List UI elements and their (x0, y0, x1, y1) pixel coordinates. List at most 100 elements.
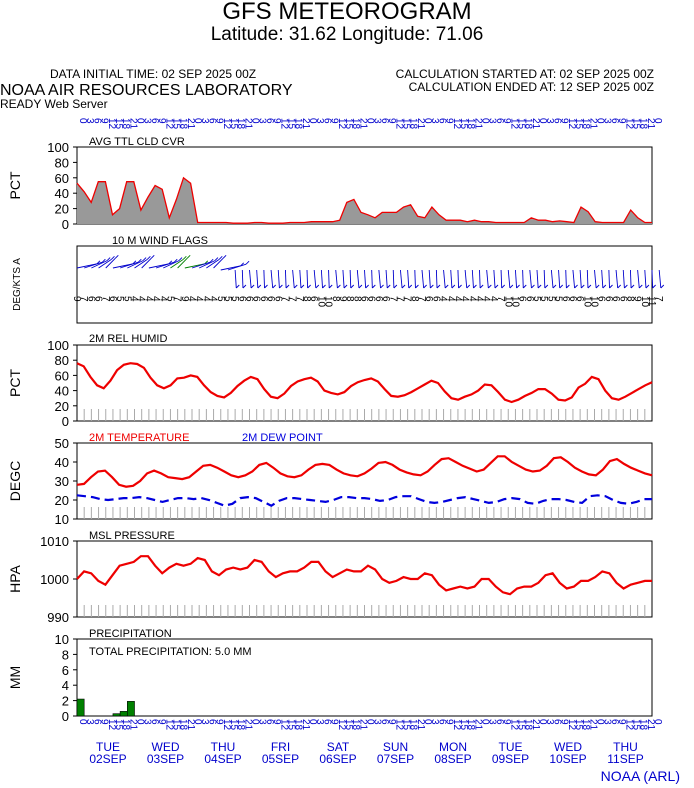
wind-barb (155, 261, 175, 269)
wind-barb (522, 269, 524, 289)
bottom-hour-label: 12 (163, 719, 174, 731)
top-hour-label: 3 (84, 118, 95, 124)
top-hour-label: 15 (228, 118, 239, 130)
top-hour-label: 12 (221, 118, 232, 130)
wind-barb-feather (186, 254, 191, 259)
top-hour-label: 9 (156, 118, 167, 124)
wind-speed-label: 5 (114, 296, 125, 302)
wind-barb (392, 269, 395, 289)
wind-barb-feather (257, 284, 262, 289)
wind-barb (608, 269, 610, 289)
rh-ytick-label: 100 (47, 338, 69, 353)
top-hour-label: 21 (300, 118, 311, 130)
wind-barb (507, 269, 511, 289)
cloud-ytick-label: 100 (47, 140, 69, 155)
top-hour-label: 6 (551, 118, 562, 124)
top-hour-label: 6 (609, 118, 620, 124)
wind-speed-label: 6 (359, 296, 370, 302)
top-hour-label: 15 (458, 118, 469, 130)
top-hour-label: 6 (494, 118, 505, 124)
wind-barb (644, 269, 647, 289)
footer-credit: NOAA (ARL) (600, 768, 680, 784)
wind-speed-label: 6 (423, 296, 434, 302)
bottom-hour-label: 6 (609, 719, 620, 725)
wind-barb-feather (574, 284, 578, 289)
bottom-hour-label: 12 (566, 719, 577, 731)
pressure-line (76, 555, 652, 596)
wind-speed-label: 9 (337, 296, 348, 302)
rh-ytick-label: 0 (62, 414, 69, 429)
wind-barb-feather (458, 284, 462, 289)
wind-speed-label: 5 (531, 296, 542, 302)
wind-speed-label: 7 (279, 296, 290, 302)
wind-barb-feather (552, 284, 557, 289)
wind-barb-feather (430, 284, 434, 289)
bottom-hour-label: 3 (314, 719, 325, 725)
wind-barb (313, 269, 317, 289)
wind-barb (378, 269, 381, 289)
wind-barb-feather (509, 284, 514, 289)
wind-barb (385, 269, 388, 289)
page-title: GFS METEOROGRAM (222, 0, 472, 25)
day-of-week-label: SAT (327, 740, 350, 754)
wind-barb-feather (638, 284, 643, 289)
bottom-hour-label: 6 (91, 719, 102, 725)
top-hour-label: 0 (480, 118, 491, 124)
top-hour-label: 18 (408, 118, 419, 130)
precip-bar (127, 701, 135, 717)
wind-barb-feather (451, 284, 456, 289)
bottom-hour-label: 21 (472, 719, 483, 731)
top-hour-label: 21 (415, 118, 426, 130)
wind-barb (292, 269, 295, 289)
top-hour-label: 18 (178, 118, 189, 130)
bottom-hour-label: 6 (551, 719, 562, 725)
wind-barb (421, 269, 425, 289)
bottom-hour-label: 6 (264, 719, 275, 725)
bottom-hour-label: 12 (221, 719, 232, 731)
top-hour-label: 15 (573, 118, 584, 130)
wind-barb (364, 269, 367, 289)
top-hour-label: 6 (436, 118, 447, 124)
day-date-label: 04SEP (204, 752, 241, 766)
wind-speed-label: 6 (373, 296, 384, 302)
bottom-hour-label: 15 (170, 719, 181, 731)
wind-barb-feather (328, 284, 333, 289)
wind-barb (141, 257, 152, 269)
bottom-hour-label: 9 (386, 719, 397, 725)
top-hour-label: 12 (278, 118, 289, 130)
wind-barb-feather (242, 284, 247, 289)
wind-barb (256, 269, 259, 289)
precip-title: PRECIPITATION (89, 628, 172, 640)
wind-barb (299, 269, 302, 289)
wind-barb-feather (285, 284, 290, 289)
precip-frame (76, 638, 653, 717)
top-hour-label: 15 (343, 118, 354, 130)
wind-barb-feather (559, 284, 564, 289)
top-hour-label: 0 (250, 118, 261, 124)
bottom-hour-label: 9 (214, 719, 225, 725)
wind-barb-feather (566, 284, 570, 289)
day-of-week-label: WED (152, 740, 180, 754)
wind-barb (536, 269, 539, 289)
wind-barb-feather (315, 284, 320, 289)
top-hour-label: 15 (515, 118, 526, 130)
bottom-hour-label: 18 (465, 719, 476, 731)
bottom-hour-label: 0 (422, 719, 433, 725)
wind-barb (206, 258, 220, 269)
top-hour-label: 0 (422, 118, 433, 124)
wind-barb (399, 269, 403, 289)
initial-time-label: DATA INITIAL TIME: 02 SEP 2025 00Z (50, 67, 257, 81)
bottom-hour-label: 18 (408, 719, 419, 731)
wind-speed-label: 6 (308, 296, 319, 302)
wind-speed-label: 7 (495, 296, 506, 302)
wind-barb (198, 260, 216, 269)
wind-barb (263, 269, 265, 289)
bottom-hour-label: 12 (336, 719, 347, 731)
wind-speed-label: 4 (129, 296, 140, 302)
wind-barb-feather (209, 258, 214, 263)
bottom-hour-label: 18 (638, 719, 649, 731)
location-subtitle: Latitude: 31.62 Longitude: 71.06 (210, 24, 484, 45)
bottom-hour-label: 0 (595, 719, 606, 725)
wind-barb-feather (137, 258, 142, 263)
top-hour-label: 18 (235, 118, 246, 130)
